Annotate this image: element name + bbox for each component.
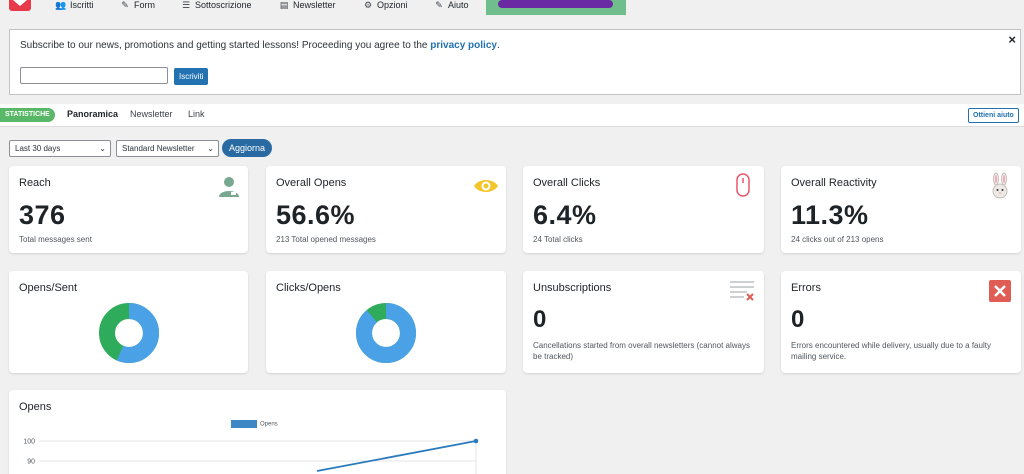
stats-tab-bar: STATISTICHE Panoramica Newsletter Link O… xyxy=(0,104,1024,127)
list-icon: ☰ xyxy=(181,0,191,10)
opens-chart-card: Opens Opens 100 90 xyxy=(9,390,506,474)
redacted-area xyxy=(486,0,626,15)
nav-item-aiuto[interactable]: ✎ Aiuto xyxy=(433,0,468,13)
card-value: 0 xyxy=(533,306,547,333)
nav-item-iscritti[interactable]: 👥 Iscritti xyxy=(55,0,94,10)
tab-newsletter[interactable]: Newsletter xyxy=(130,109,173,119)
card-title: Errors xyxy=(791,282,821,294)
card-title: Overall Opens xyxy=(276,177,347,189)
card-value: 56.6% xyxy=(276,200,356,230)
nav-item-newsletter[interactable]: ▤ Newsletter xyxy=(279,0,336,10)
opens-line-chart: 100 90 xyxy=(23,438,479,474)
newsletter-select[interactable]: Standard Newsletter ⌄ xyxy=(116,140,219,157)
chevron-down-icon: ⌄ xyxy=(207,144,214,153)
donut-value-slice xyxy=(356,303,416,363)
top-nav: 👥 Iscritti ✎ Form ☰ Sottoscrizione ▤ Newslet… xyxy=(0,0,1024,19)
refresh-button[interactable]: Aggiorna xyxy=(222,139,273,157)
card-title: Clicks/Opens xyxy=(276,282,341,294)
card-title: Reach xyxy=(19,177,51,189)
tab-link[interactable]: Link xyxy=(188,109,205,119)
subscribe-notice: Subscribe to our news, promotions and ge… xyxy=(9,29,1021,95)
card-subtitle: 24 clicks out of 213 opens xyxy=(791,235,884,244)
nav-item-sottoscrizione[interactable]: ☰ Sottoscrizione xyxy=(181,0,252,10)
card-value: 6.4% xyxy=(533,200,597,230)
opens-sent-donut xyxy=(99,303,159,363)
card-subtitle: Errors encountered while delivery, usual… xyxy=(791,341,991,361)
opens-sent-card: Opens/Sent xyxy=(9,271,248,373)
card-subtitle: 24 Total clicks xyxy=(533,235,583,244)
pencil-icon: ✎ xyxy=(435,0,443,10)
user-icon xyxy=(219,177,239,197)
overall-opens-card: Overall Opens 56.6% 213 Total opened mes… xyxy=(266,166,506,253)
card-title: Unsubscriptions xyxy=(533,282,612,294)
opens-data-point[interactable] xyxy=(473,438,479,444)
card-title: Opens xyxy=(19,401,52,413)
donut-value-slice xyxy=(99,303,159,363)
get-help-button[interactable]: Ottieni aiuto xyxy=(968,108,1019,123)
period-select[interactable]: Last 30 days ⌄ xyxy=(9,140,111,157)
eye-icon xyxy=(474,180,498,192)
users-icon: 👥 xyxy=(55,0,67,10)
overall-reactivity-card: Overall Reactivity 11.3% 24 clicks out o… xyxy=(781,166,1021,253)
newsletter-icon: ▤ xyxy=(279,0,289,10)
rabbit-icon xyxy=(992,172,1008,199)
gear-icon: ⚙ xyxy=(363,0,373,10)
nav-item-form[interactable]: ✎ Form xyxy=(119,0,155,13)
errors-card: Errors 0 Errors encountered while delive… xyxy=(781,271,1021,373)
clicks-opens-donut xyxy=(356,303,416,363)
card-value: 0 xyxy=(791,306,805,333)
legend-swatch xyxy=(231,420,257,428)
mail-logo-icon[interactable] xyxy=(9,0,31,11)
chevron-down-icon: ⌄ xyxy=(99,144,106,153)
card-subtitle: Cancellations started from overall newsl… xyxy=(533,341,750,361)
card-title: Opens/Sent xyxy=(19,282,78,294)
nav-item-opzioni[interactable]: ⚙ Opzioni xyxy=(363,0,408,10)
error-x-icon xyxy=(989,280,1011,302)
email-input[interactable] xyxy=(20,67,168,84)
opens-series-line xyxy=(316,440,477,472)
form-edit-icon: ✎ xyxy=(121,0,129,10)
card-subtitle: 213 Total opened messages xyxy=(276,235,376,244)
card-value: 376 xyxy=(19,200,66,230)
card-title: Overall Clicks xyxy=(533,177,601,189)
y-tick-label: 100 xyxy=(23,439,35,446)
overall-clicks-card: Overall Clicks 6.4% 24 Total clicks xyxy=(523,166,764,253)
card-value: 11.3% xyxy=(791,200,869,230)
clicks-opens-card: Clicks/Opens xyxy=(266,271,506,373)
statistics-badge: STATISTICHE xyxy=(0,108,55,122)
chart-legend: Opens xyxy=(231,420,278,428)
close-icon[interactable]: × xyxy=(1008,32,1016,47)
card-subtitle: Total messages sent xyxy=(19,235,92,244)
notice-text: Subscribe to our news, promotions and ge… xyxy=(20,40,500,51)
subscribe-button[interactable]: Iscriviti xyxy=(174,68,209,85)
unsubscribe-list-icon xyxy=(730,281,754,301)
tab-panoramica[interactable]: Panoramica xyxy=(67,109,119,119)
reach-card: Reach 376 Total messages sent xyxy=(9,166,248,253)
mouse-icon xyxy=(736,173,750,197)
y-tick-label: 90 xyxy=(27,459,35,466)
privacy-policy-link[interactable]: privacy policy xyxy=(430,40,497,51)
legend-label: Opens xyxy=(260,421,278,428)
card-title: Overall Reactivity xyxy=(791,177,877,189)
unsubscriptions-card: Unsubscriptions 0 Cancellations started … xyxy=(523,271,764,373)
